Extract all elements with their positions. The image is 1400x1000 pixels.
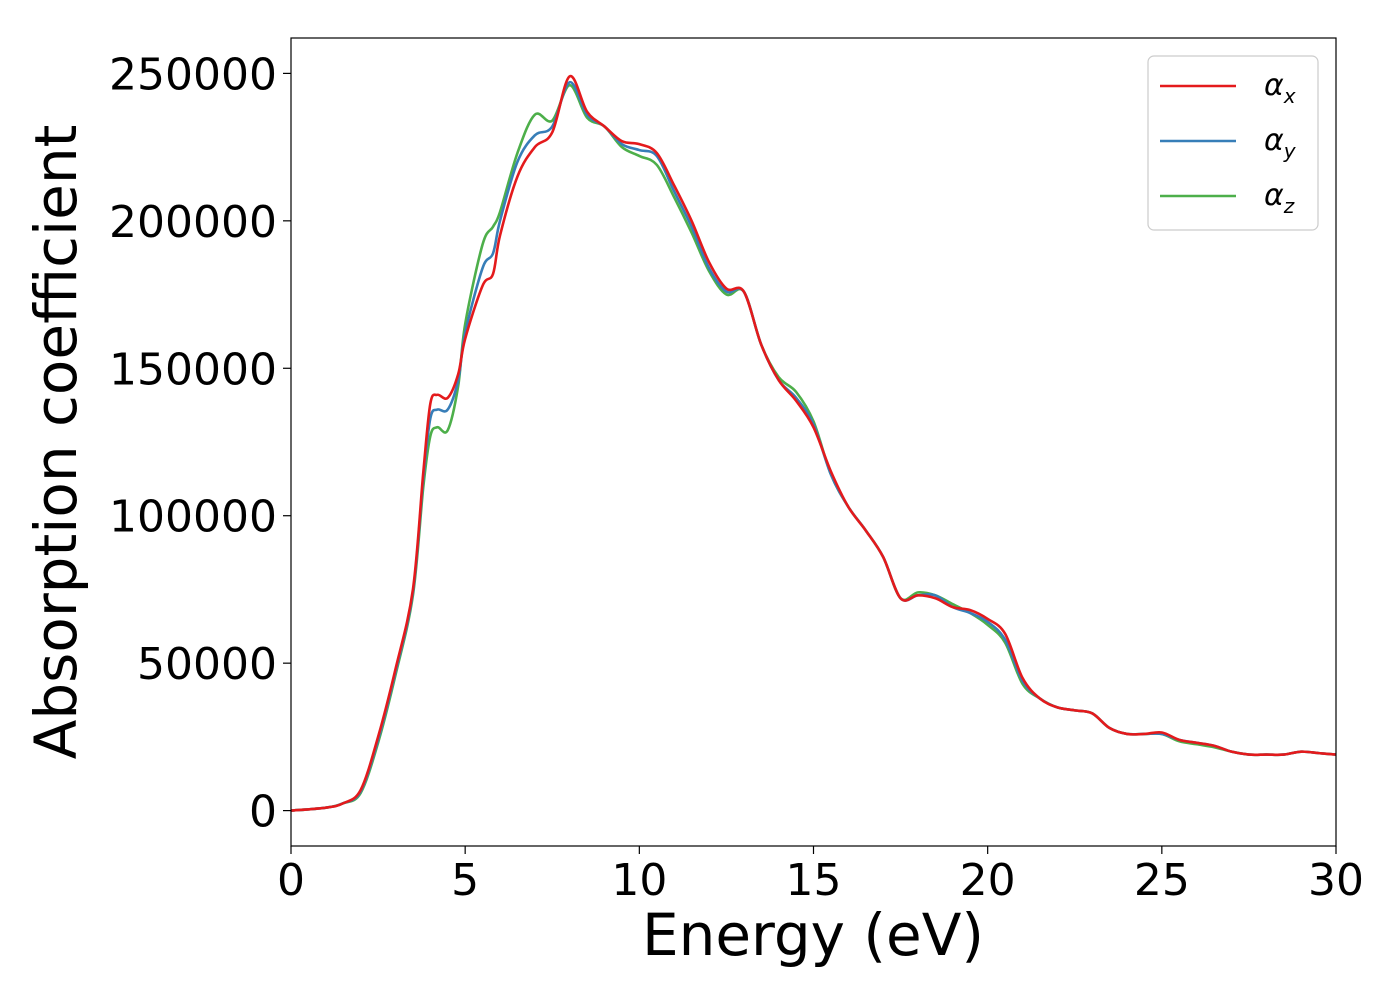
plot-area [290,37,1337,847]
y-tick-label: 50000 [137,639,277,690]
y-tick-label: 250000 [109,49,277,100]
x-tick-label: 10 [611,855,667,906]
y-axis-title: Absorption coefficient [22,125,90,760]
x-tick-label: 15 [786,855,842,906]
x-axis-title: Energy (eV) [642,901,984,969]
y-tick-label: 100000 [109,492,277,543]
y-tick-label: 150000 [109,344,277,395]
x-tick-label: 25 [1134,855,1190,906]
legend-box [1147,55,1319,231]
y-tick-label: 0 [249,787,277,838]
x-axis: 0 5 10 15 20 25 30 [277,846,1364,906]
x-tick-label: 5 [451,855,479,906]
x-tick-label: 30 [1308,855,1364,906]
y-axis: 0 50000 100000 150000 200000 250000 [109,49,291,838]
x-tick-label: 20 [960,855,1016,906]
x-tick-label: 0 [277,855,305,906]
y-tick-label: 200000 [109,197,277,248]
series-line-x [291,75,1336,812]
legend-label-z: αz [1264,178,1295,218]
series-layer [291,75,1336,812]
legend-label-x: αx [1264,68,1296,108]
legend: αx αy αz [1147,55,1319,231]
legend-label-y: αy [1264,123,1297,163]
